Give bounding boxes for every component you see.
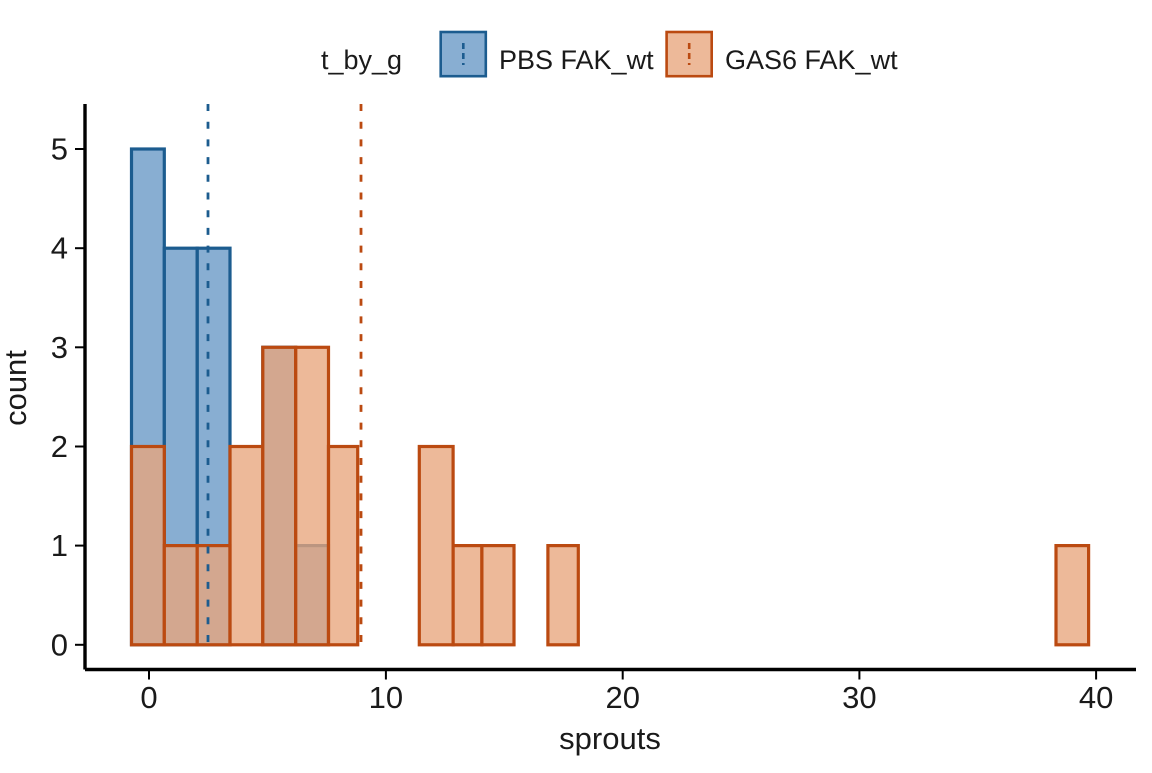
svg-text:4: 4: [51, 231, 68, 266]
svg-text:20: 20: [605, 680, 639, 715]
svg-text:30: 30: [842, 680, 876, 715]
svg-text:1: 1: [51, 528, 68, 563]
svg-text:0: 0: [140, 680, 157, 715]
svg-text:PBS FAK_wt: PBS FAK_wt: [499, 45, 654, 75]
svg-text:2: 2: [51, 429, 68, 464]
svg-text:GAS6 FAK_wt: GAS6 FAK_wt: [725, 45, 898, 75]
svg-text:40: 40: [1079, 680, 1113, 715]
svg-text:sprouts: sprouts: [559, 721, 661, 756]
svg-text:count: count: [0, 350, 33, 426]
svg-text:t_by_g: t_by_g: [321, 45, 402, 75]
svg-text:5: 5: [51, 132, 68, 167]
svg-text:10: 10: [369, 680, 403, 715]
svg-text:0: 0: [51, 627, 68, 662]
svg-text:3: 3: [51, 330, 68, 365]
